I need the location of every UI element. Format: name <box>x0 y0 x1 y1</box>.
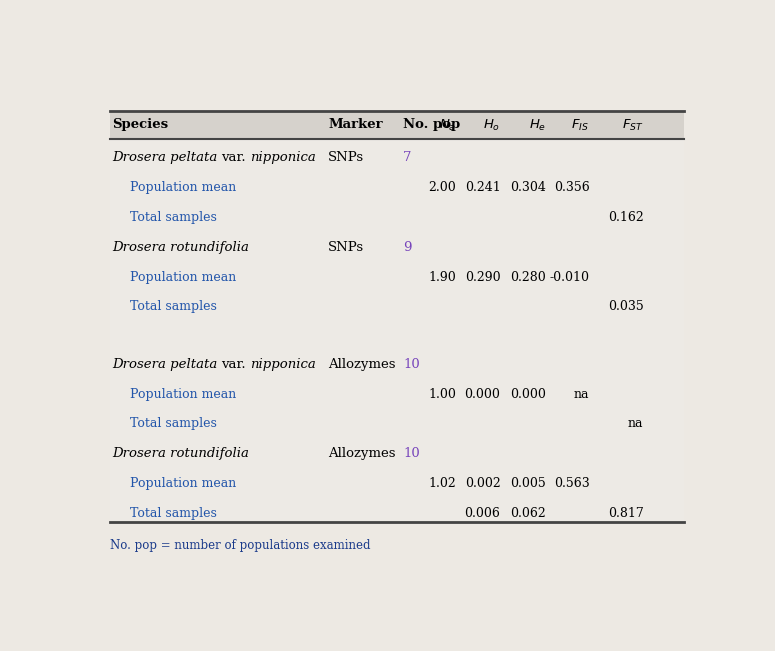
Text: 0.000: 0.000 <box>510 387 546 400</box>
Text: No. pop = number of populations examined: No. pop = number of populations examined <box>110 539 370 552</box>
Text: Drosera rotundifolia: Drosera rotundifolia <box>112 447 249 460</box>
Text: nipponica: nipponica <box>250 358 316 371</box>
Text: $F_{ST}$: $F_{ST}$ <box>622 117 643 133</box>
Bar <box>110 111 684 139</box>
Text: $H_e$: $H_e$ <box>529 117 546 133</box>
Text: Population mean: Population mean <box>130 387 236 400</box>
Text: 0.280: 0.280 <box>511 271 546 284</box>
Text: Total samples: Total samples <box>130 211 217 224</box>
Text: 0.304: 0.304 <box>510 181 546 194</box>
Text: $F_{IS}$: $F_{IS}$ <box>571 117 590 133</box>
Text: Total samples: Total samples <box>130 300 217 313</box>
Text: Population mean: Population mean <box>130 477 236 490</box>
Text: Drosera peltata: Drosera peltata <box>112 358 222 371</box>
Text: 0.290: 0.290 <box>465 271 501 284</box>
Text: $N_a$: $N_a$ <box>439 117 456 133</box>
Text: Marker: Marker <box>328 118 383 132</box>
Text: 0.062: 0.062 <box>511 507 546 520</box>
Text: na: na <box>628 417 643 430</box>
Text: 10: 10 <box>403 358 420 371</box>
Text: 10: 10 <box>403 447 420 460</box>
Text: 0.241: 0.241 <box>465 181 501 194</box>
Text: Total samples: Total samples <box>130 417 217 430</box>
Text: Allozymes: Allozymes <box>328 447 395 460</box>
Text: 0.817: 0.817 <box>608 507 643 520</box>
Text: 9: 9 <box>403 241 412 254</box>
Text: 1.00: 1.00 <box>428 387 456 400</box>
Text: 0.356: 0.356 <box>553 181 590 194</box>
Text: 1.02: 1.02 <box>429 477 456 490</box>
Text: var.: var. <box>222 151 250 164</box>
Text: No. pop: No. pop <box>403 118 460 132</box>
Text: nipponica: nipponica <box>250 151 316 164</box>
Text: Drosera rotundifolia: Drosera rotundifolia <box>112 241 249 254</box>
Text: var.: var. <box>222 358 250 371</box>
Text: 0.035: 0.035 <box>608 300 643 313</box>
Text: -0.010: -0.010 <box>549 271 590 284</box>
Text: 0.005: 0.005 <box>511 477 546 490</box>
Text: SNPs: SNPs <box>328 151 364 164</box>
Bar <box>110 139 684 521</box>
Text: 0.006: 0.006 <box>465 507 501 520</box>
Text: 0.002: 0.002 <box>465 477 501 490</box>
Text: Population mean: Population mean <box>130 181 236 194</box>
Text: SNPs: SNPs <box>328 241 364 254</box>
Text: 2.00: 2.00 <box>429 181 456 194</box>
Text: 0.563: 0.563 <box>553 477 590 490</box>
Text: na: na <box>574 387 590 400</box>
Text: 0.162: 0.162 <box>608 211 643 224</box>
Text: Drosera peltata: Drosera peltata <box>112 151 222 164</box>
Text: $H_o$: $H_o$ <box>484 117 501 133</box>
Text: 7: 7 <box>403 151 412 164</box>
Text: Population mean: Population mean <box>130 271 236 284</box>
Text: 0.000: 0.000 <box>465 387 501 400</box>
Text: Allozymes: Allozymes <box>328 358 395 371</box>
Text: Species: Species <box>112 118 168 132</box>
Text: Total samples: Total samples <box>130 507 217 520</box>
Text: 1.90: 1.90 <box>429 271 456 284</box>
